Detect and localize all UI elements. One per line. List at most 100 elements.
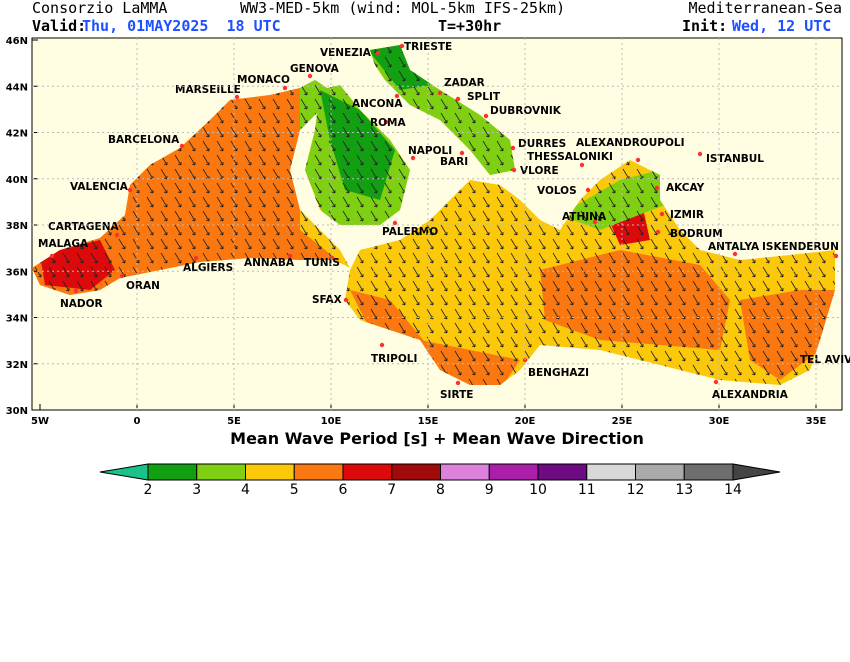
arrow <box>398 56 406 68</box>
arrow <box>524 308 532 320</box>
city-dot <box>383 119 389 125</box>
arrow <box>384 154 392 166</box>
arrow <box>468 182 476 194</box>
arrow <box>734 364 742 376</box>
city-dot <box>437 90 443 96</box>
arrow <box>636 252 644 264</box>
arrow <box>790 322 798 334</box>
arrow <box>790 336 798 348</box>
city-label: NADOR <box>60 298 103 310</box>
arrow <box>496 350 504 362</box>
arrow <box>510 322 518 334</box>
city-label: IZMIR <box>670 209 704 221</box>
arrow <box>832 280 835 292</box>
arrow <box>314 154 322 166</box>
city-label: PALERMO <box>382 226 438 238</box>
arrow <box>356 112 364 124</box>
arrow <box>286 126 294 138</box>
arrow <box>258 182 266 194</box>
colorbar-label: 11 <box>578 482 596 498</box>
arrow <box>160 224 168 236</box>
arrow <box>538 266 546 278</box>
arrow <box>734 322 742 334</box>
arrow <box>384 308 392 320</box>
arrow <box>594 224 602 236</box>
arrow <box>510 238 518 250</box>
arrow <box>650 322 658 334</box>
arrow <box>384 168 392 180</box>
arrow <box>314 84 322 96</box>
colorbar-label: 2 <box>144 482 153 498</box>
arrow <box>496 224 504 236</box>
arrow <box>622 266 630 278</box>
arrow <box>258 210 266 222</box>
city-label: SFAX <box>312 294 342 306</box>
arrow <box>258 238 266 250</box>
arrow <box>510 196 518 208</box>
arrow <box>188 182 196 194</box>
city-dot <box>114 232 120 238</box>
arrow <box>496 294 504 306</box>
arrow <box>482 322 490 334</box>
map-caption: Mean Wave Period [s] + Mean Wave Directi… <box>230 429 644 448</box>
city-label: CARTAGENA <box>48 221 119 233</box>
arrow <box>146 196 154 208</box>
colorbar-box <box>196 463 246 481</box>
arrow <box>664 224 672 236</box>
arrow <box>482 210 490 222</box>
arrow <box>650 210 658 222</box>
city-dot <box>585 187 591 193</box>
arrow <box>594 252 602 264</box>
arrow <box>496 182 504 194</box>
arrow <box>398 154 406 166</box>
arrow <box>146 224 154 236</box>
lon-label: 20E <box>515 416 536 427</box>
arrow <box>748 294 756 306</box>
lat-label: 38N <box>6 221 28 232</box>
arrow <box>790 350 798 362</box>
arrow <box>328 238 336 250</box>
lat-label: 30N <box>6 406 28 417</box>
city-label: ORAN <box>126 280 160 292</box>
arrow <box>636 266 644 278</box>
lon-label: 5E <box>227 416 241 427</box>
arrow <box>734 350 742 362</box>
arrow <box>734 280 742 292</box>
arrow <box>636 322 644 334</box>
city-label: DURRES <box>518 138 566 150</box>
arrow <box>804 308 812 320</box>
arrow <box>538 252 546 264</box>
arrow <box>706 350 714 362</box>
arrow <box>510 294 518 306</box>
colorbar-label: 14 <box>724 482 742 498</box>
arrow <box>370 252 378 264</box>
arrow <box>146 210 154 222</box>
arrow <box>216 182 224 194</box>
arrow <box>342 182 350 194</box>
arrow <box>608 252 616 264</box>
arrow <box>566 280 574 292</box>
arrow <box>286 238 294 250</box>
arrow <box>188 210 196 222</box>
colorbar-label: 8 <box>436 482 445 498</box>
arrow <box>440 252 448 264</box>
arrow <box>216 210 224 222</box>
arrow <box>468 378 476 385</box>
arrow <box>650 266 658 278</box>
arrow <box>174 224 182 236</box>
arrow <box>328 196 336 208</box>
arrow <box>34 266 42 278</box>
arrow <box>244 196 252 208</box>
arrow <box>510 350 518 362</box>
arrow <box>384 266 392 278</box>
arrow <box>370 196 378 208</box>
arrow <box>594 294 602 306</box>
arrow <box>524 224 532 236</box>
arrow <box>454 196 462 208</box>
arrow <box>286 112 294 124</box>
arrow <box>188 154 196 166</box>
arrow <box>398 280 406 292</box>
arrow <box>314 182 322 194</box>
arrow <box>398 238 406 250</box>
arrow <box>384 70 392 82</box>
